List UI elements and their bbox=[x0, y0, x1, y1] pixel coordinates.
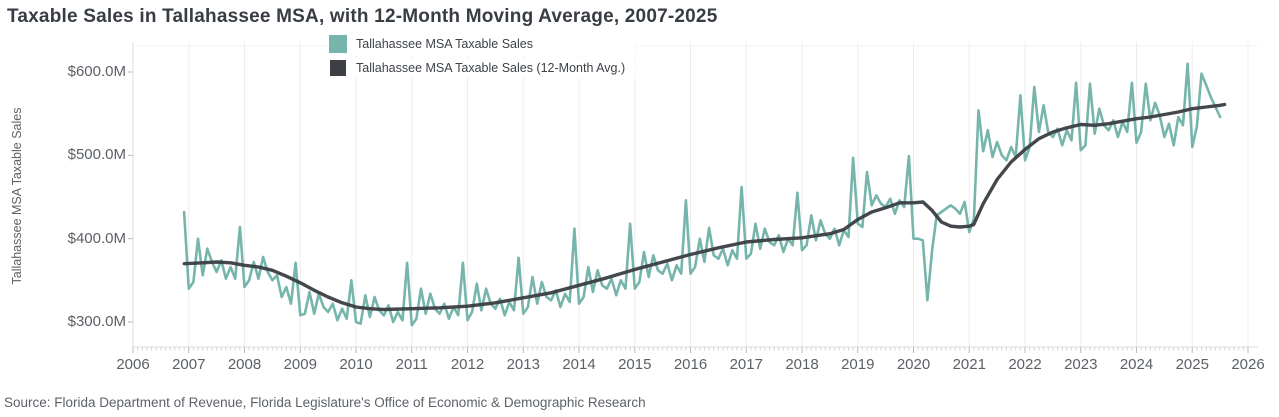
legend-label-avg: Tallahassee MSA Taxable Sales (12-Month … bbox=[356, 61, 626, 75]
x-tick-label: 2019 bbox=[841, 356, 875, 373]
legend-item-avg: Tallahassee MSA Taxable Sales (12-Month … bbox=[329, 58, 636, 78]
series-avg-line bbox=[182, 102, 1227, 312]
x-tick-label: 2026 bbox=[1231, 356, 1265, 373]
x-tick-label: 2021 bbox=[952, 356, 986, 373]
x-tick-label: 2012 bbox=[450, 356, 485, 373]
x-tick-label: 2013 bbox=[506, 356, 540, 373]
x-tick-label: 2020 bbox=[896, 356, 931, 373]
x-tick-label: 2014 bbox=[562, 356, 596, 373]
x-tick-label: 2010 bbox=[339, 356, 373, 373]
y-tick-label: $300.0M bbox=[67, 313, 126, 330]
x-tick-label: 2022 bbox=[1008, 356, 1042, 373]
y-tick-label: $400.0M bbox=[67, 229, 126, 247]
x-tick-label: 2016 bbox=[673, 356, 708, 373]
y-tick-label: $600.0M bbox=[67, 63, 126, 80]
chart-title: Taxable Sales in Tallahassee MSA, with 1… bbox=[7, 6, 718, 27]
x-tick-label: 2018 bbox=[785, 356, 819, 373]
legend-label-monthly: Tallahassee MSA Taxable Sales bbox=[356, 37, 533, 51]
legend-swatch-monthly bbox=[329, 35, 347, 53]
x-tick-label: 2011 bbox=[395, 356, 428, 373]
x-tick-label: 2009 bbox=[283, 356, 317, 373]
x-tick-label: 2007 bbox=[172, 356, 206, 373]
y-axis-title: Tallahassee MSA Taxable Sales bbox=[10, 107, 24, 285]
source-note: Source: Florida Department of Revenue, F… bbox=[4, 395, 646, 410]
x-tick-label: 2025 bbox=[1175, 356, 1209, 373]
x-tick-label: 2017 bbox=[729, 356, 763, 373]
legend-swatch-avg bbox=[330, 60, 346, 76]
x-tick-label: 2024 bbox=[1119, 356, 1154, 373]
x-tick-label: 2023 bbox=[1064, 356, 1098, 373]
x-tick-label: 2015 bbox=[618, 356, 652, 373]
y-tick-label: $500.0M bbox=[67, 146, 126, 164]
x-tick-label: 2008 bbox=[227, 356, 262, 373]
legend: Tallahassee MSA Taxable Sales Tallahasse… bbox=[329, 33, 636, 81]
legend-item-monthly: Tallahassee MSA Taxable Sales bbox=[329, 33, 636, 55]
x-tick-label: 2006 bbox=[116, 356, 150, 373]
series-monthly-line bbox=[182, 62, 1222, 327]
